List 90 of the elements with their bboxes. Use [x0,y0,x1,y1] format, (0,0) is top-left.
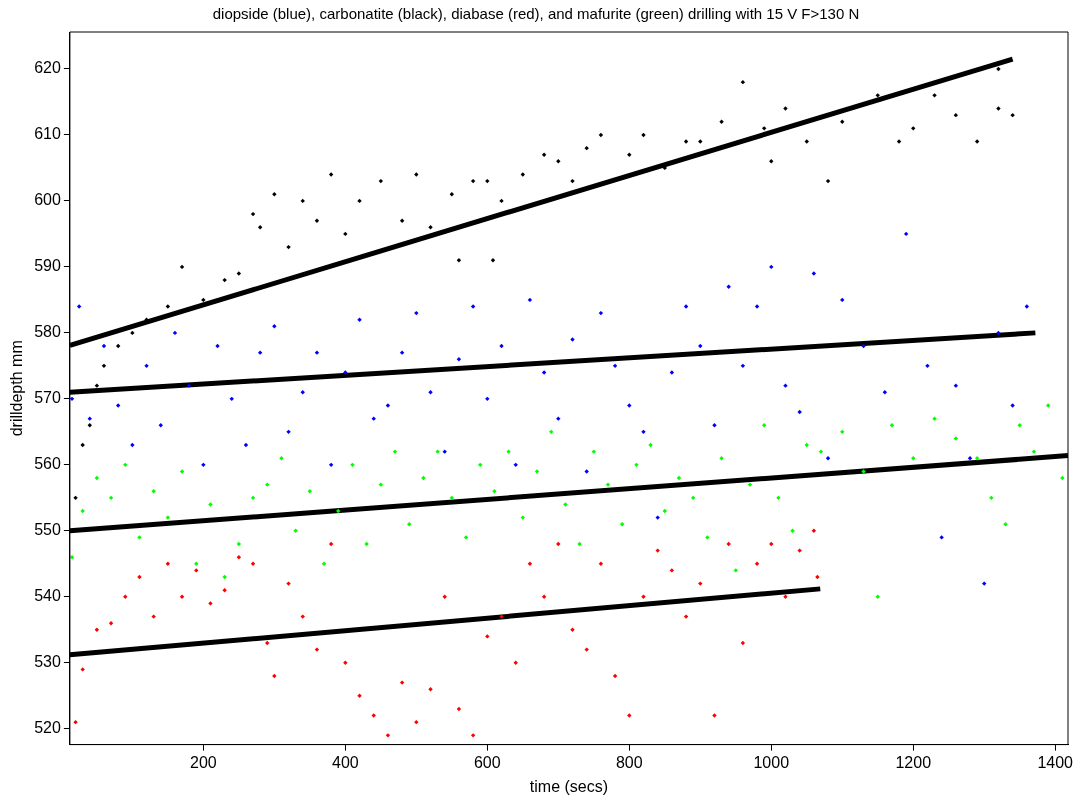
point [953,112,959,118]
x-tick-label: 200 [190,753,217,771]
x-tick-label: 1400 [1037,753,1074,771]
point [769,159,774,164]
point [371,713,376,718]
y-tick-label: 550 [34,521,61,539]
point [179,264,185,270]
point [911,126,916,131]
point [698,581,703,586]
point [541,594,547,599]
point [797,548,802,553]
point [783,106,788,111]
point [740,640,746,646]
point [612,673,618,679]
point [151,614,156,619]
point [485,178,490,184]
point [996,106,1001,111]
point [584,647,589,652]
point [485,634,490,639]
y-tick-label: 530 [34,653,61,671]
x-axis-title: time (secs) [529,777,609,795]
point [740,79,746,85]
point [428,225,433,230]
point [414,172,419,177]
y-tick-label: 580 [34,323,61,341]
point [236,555,242,560]
point [414,719,419,725]
point [556,159,561,164]
point [328,541,334,547]
y-tick-label: 560 [34,455,61,473]
point [541,152,547,157]
point [456,258,462,263]
point [286,581,291,586]
point [712,713,717,718]
y-tick-label: 600 [34,191,61,209]
point [811,528,817,534]
point [250,211,256,217]
point [499,614,504,619]
point [94,627,100,632]
point [108,620,114,626]
point [300,614,305,619]
y-tick-label: 540 [34,587,61,605]
point [250,561,256,567]
point [598,132,604,138]
point [584,145,589,151]
point [527,561,533,567]
point [300,198,305,204]
point [470,178,476,184]
y-tick-label: 620 [34,59,61,77]
point [123,594,128,599]
point [442,594,447,599]
point [179,594,185,599]
y-tick-label: 570 [34,389,61,407]
point [101,363,107,369]
point [754,561,760,567]
point [840,119,845,124]
point [719,119,724,124]
point [272,192,277,197]
x-tick-label: 600 [473,753,501,771]
point [655,548,660,553]
point [875,93,880,98]
point [449,192,455,197]
point [222,588,227,593]
point [80,667,85,672]
point [257,225,263,230]
point [115,343,121,349]
point [194,568,199,573]
x-tick-label: 1200 [895,753,932,771]
point [513,660,518,665]
point [627,713,632,718]
point [598,561,604,567]
point [87,423,92,428]
y-tick-label: 520 [34,719,61,737]
y-tick-label: 590 [34,257,61,275]
x-tick-label: 800 [615,753,643,771]
y-tick-label: 610 [34,125,61,143]
point [825,178,831,184]
x-tick-label: 400 [331,753,359,771]
x-tick-label: 1000 [753,753,790,771]
point [343,660,348,665]
point [165,561,171,567]
point [378,178,384,184]
point [761,126,767,131]
point [627,152,632,157]
point [399,218,405,223]
y-axis-title: drilldepth mm [8,340,26,437]
point [932,93,937,98]
point [208,601,213,606]
chart-title: diopside (blue), carbonatite (black), diabase (red), and mafurite (green) drilling with 15 V F>130 N [212,5,860,23]
point [456,706,462,712]
